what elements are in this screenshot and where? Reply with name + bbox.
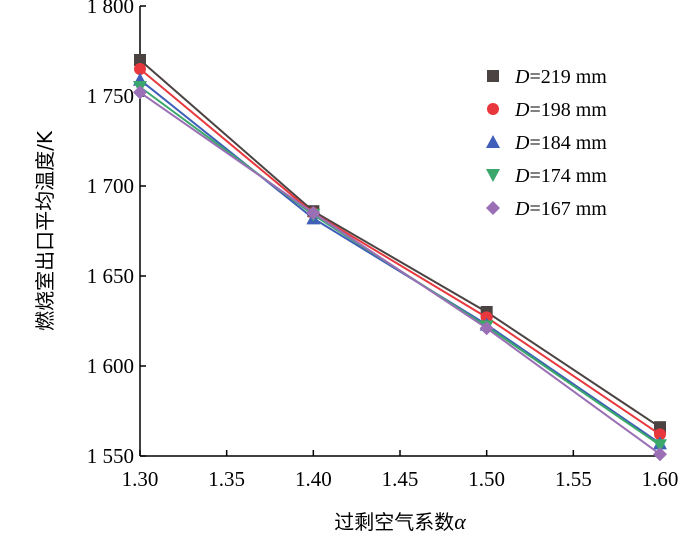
x-tick-label: 1.55 <box>555 467 592 491</box>
legend-label: D=219 mm <box>514 66 607 88</box>
legend-item: D=219 mm <box>487 66 607 88</box>
x-axis-label-text: 过剩空气系数 <box>334 510 454 534</box>
y-tick-group: 1 550 1 600 1 650 1 700 1 750 1 800 <box>87 0 146 468</box>
y-tick-label: 1 600 <box>87 354 134 378</box>
series-line <box>139 59 661 429</box>
legend-value: =174 mm <box>529 165 607 187</box>
legend-label: D=174 mm <box>514 165 607 187</box>
y-tick-label: 1 700 <box>87 174 134 198</box>
legend-marker <box>487 103 499 115</box>
x-tick-label: 1.60 <box>642 467 679 491</box>
legend-marker <box>487 70 499 82</box>
legend-item: D=198 mm <box>487 99 607 121</box>
series-layer <box>133 54 667 462</box>
y-tick-label: 1 550 <box>87 444 134 468</box>
x-tick-label: 1.30 <box>122 467 159 491</box>
data-point <box>654 428 666 441</box>
legend-value: =184 mm <box>529 132 607 154</box>
data-point <box>134 54 146 66</box>
legend-value: =167 mm <box>529 198 607 220</box>
y-axis-title: 燃烧室出口平均温度/K <box>33 130 57 331</box>
data-point <box>134 63 146 75</box>
y-tick-label: 1 800 <box>87 0 134 18</box>
legend-symbol: D <box>514 198 530 220</box>
data-point <box>306 206 321 220</box>
x-tick-group: 1.30 1.35 1.40 1.45 1.50 1.55 1.60 <box>122 450 679 491</box>
legend-value: =198 mm <box>529 99 607 121</box>
x-tick-label: 1.45 <box>382 467 419 491</box>
x-axis-symbol: α <box>454 509 466 534</box>
data-point <box>653 439 667 453</box>
legend-item: D=174 mm <box>486 165 607 187</box>
data-point <box>653 447 667 462</box>
legend-item: D=167 mm <box>486 198 607 220</box>
y-tick-label: 1 650 <box>87 264 134 288</box>
legend-label: D=198 mm <box>514 99 607 121</box>
series-line <box>139 91 661 456</box>
legend-marker <box>486 201 500 215</box>
series-5 <box>133 85 667 462</box>
series-line <box>139 68 661 436</box>
data-point <box>133 85 147 100</box>
legend-symbol: D <box>514 99 530 121</box>
legend: D=219 mmD=198 mmD=184 mmD=174 mmD=167 mm <box>486 66 607 220</box>
legend-marker <box>486 135 500 148</box>
legend-label: D=184 mm <box>514 132 607 154</box>
legend-value: =219 mm <box>529 66 607 88</box>
x-tick-label: 1.50 <box>468 467 505 491</box>
legend-marker <box>486 169 500 182</box>
x-tick-label: 1.35 <box>208 467 245 491</box>
x-tick-label: 1.40 <box>295 467 332 491</box>
legend-symbol: D <box>514 66 530 88</box>
legend-symbol: D <box>514 165 530 187</box>
legend-label: D=167 mm <box>514 198 607 220</box>
y-tick-label: 1 750 <box>87 84 134 108</box>
legend-symbol: D <box>514 132 530 154</box>
legend-item: D=184 mm <box>486 132 607 154</box>
data-point <box>479 321 494 336</box>
x-axis-title: 过剩空气系数α <box>334 509 466 534</box>
